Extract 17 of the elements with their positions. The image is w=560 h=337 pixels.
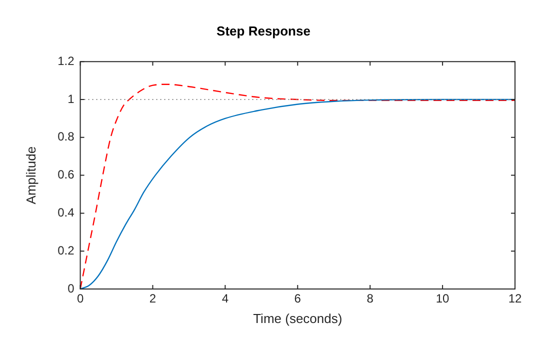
x-axis-title: Time (seconds) — [253, 310, 342, 326]
x-tick-label: 4 — [222, 292, 229, 306]
x-tick-label: 6 — [294, 292, 302, 306]
x-tick-label: 2 — [149, 292, 156, 306]
chart-title: Step Response — [216, 23, 310, 38]
y-tick-label: 0.8 — [58, 130, 75, 144]
y-tick-label: 1 — [68, 92, 75, 106]
x-tick-label: 10 — [436, 292, 450, 306]
x-tick-label: 0 — [76, 292, 84, 306]
y-tick-label: 1.2 — [58, 54, 75, 68]
x-tick-label: 8 — [366, 292, 374, 306]
x-tick-label: 12 — [508, 292, 522, 306]
y-tick-label: 0 — [68, 281, 75, 296]
y-tick-label: 0.4 — [58, 206, 75, 220]
y-tick-label: 0.6 — [58, 168, 75, 182]
y-tick-label: 0.2 — [58, 243, 75, 258]
y-axis-title: Amplitude — [23, 146, 38, 204]
